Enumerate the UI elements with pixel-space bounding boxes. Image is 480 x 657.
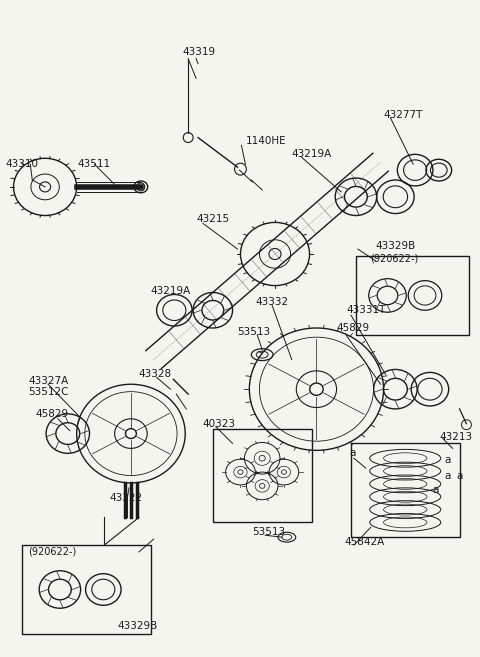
Text: 43215: 43215: [196, 214, 229, 225]
Text: 40323: 40323: [202, 419, 235, 429]
Text: 43219A: 43219A: [292, 149, 332, 160]
Text: a: a: [445, 471, 451, 481]
Text: 43329B: 43329B: [117, 621, 157, 631]
Text: a: a: [445, 455, 451, 465]
Text: 45829: 45829: [35, 409, 68, 419]
Text: 43277T: 43277T: [384, 110, 423, 120]
Text: 45829: 45829: [336, 323, 369, 333]
Text: 43322: 43322: [109, 493, 143, 503]
Text: (920622-): (920622-): [370, 254, 418, 264]
Text: 43332: 43332: [255, 298, 288, 307]
Text: a: a: [456, 471, 463, 481]
Text: (920622-): (920622-): [28, 547, 77, 557]
Bar: [351, 443, 459, 537]
Text: 1140HE: 1140HE: [245, 135, 286, 146]
Text: 53513: 53513: [252, 528, 286, 537]
Text: 45842A: 45842A: [344, 537, 384, 547]
Text: 43319: 43319: [182, 47, 216, 57]
Text: 43511: 43511: [78, 159, 111, 170]
Bar: [213, 428, 312, 522]
Text: 43213: 43213: [440, 432, 473, 442]
Text: 43329B: 43329B: [376, 241, 416, 251]
Text: 53512C: 53512C: [28, 387, 69, 397]
Text: a: a: [349, 448, 355, 459]
Text: 43331T: 43331T: [346, 306, 385, 315]
Text: 43327A: 43327A: [28, 376, 69, 386]
Text: 43219A: 43219A: [151, 286, 191, 296]
Bar: [356, 256, 469, 335]
Text: 43328: 43328: [139, 369, 172, 379]
Text: 53513: 53513: [238, 327, 271, 337]
Text: 43310: 43310: [6, 159, 38, 170]
Text: a: a: [432, 485, 438, 495]
Bar: [23, 545, 151, 634]
